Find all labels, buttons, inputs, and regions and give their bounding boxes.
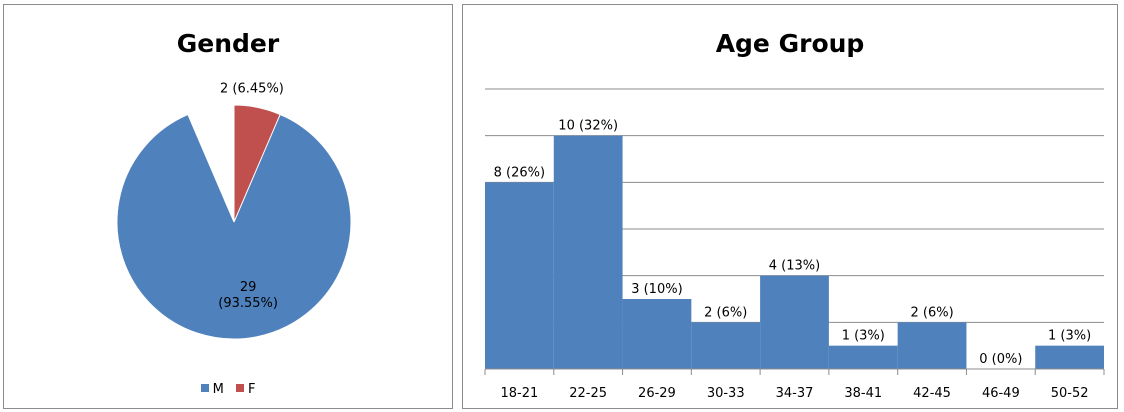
bar-data-label: 0 (0%) [979,352,1022,367]
pie-label-f: 2 (6.45%) [220,82,284,97]
legend-label-f: F [247,382,256,397]
age-group-chart-panel: Age Group 8 (26%) 18-21 10 (32%) 22-25 3 (10… [462,4,1118,409]
legend-item-m: M [200,382,224,397]
x-tick-label: 26-29 [638,386,676,401]
bar-data-label: 8 (26%) [494,165,545,180]
pie-slice-f [233,104,281,223]
age-group-chart-title: Age Group [715,29,865,58]
x-tick-label: 46-49 [982,386,1020,401]
bar-30-33 [691,322,761,369]
x-tick-label: 38-41 [844,386,882,401]
x-tick-label: 30-33 [707,386,745,401]
bar-34-37 [760,275,829,369]
bar-18-21 [485,182,554,369]
gender-chart-panel: Gender 29 (93.55%) 2 (6.45%) M F [3,4,453,409]
bar-data-label: 2 (6%) [704,305,747,320]
x-tick-label: 18-21 [500,386,538,401]
age-group-bar-chart: 8 (26%) 18-21 10 (32%) 22-25 3 (10%) 26-29 2 (… [484,88,1105,401]
x-tick-label: 34-37 [776,386,814,401]
bar-42-45 [897,322,967,369]
legend-item-f: F [235,382,256,397]
x-tick-label: 22-25 [569,386,607,401]
bar-data-label: 2 (6%) [910,305,953,320]
bar-data-label: 1 (3%) [1048,329,1091,344]
pie-label-m: 29 (93.55%) [218,280,278,311]
bar-data-label: 4 (13%) [769,259,820,274]
gender-chart-title: Gender [176,29,280,58]
x-tick-label: 42-45 [913,386,951,401]
legend-label-m: M [212,382,224,397]
x-tick-label: 50-52 [1051,386,1089,401]
bar-50-52 [1035,345,1104,369]
bar-data-label: 1 (3%) [842,329,885,344]
legend-swatch-m [200,384,209,392]
gender-pie-chart: 29 (93.55%) 2 (6.45%) [116,82,352,340]
legend-swatch-f [235,384,244,392]
bar-38-41 [828,345,898,369]
bar-22-25 [553,135,623,369]
bar-26-29 [622,299,692,369]
gender-legend: M F [4,382,452,397]
bar-data-label: 3 (10%) [631,282,682,297]
bar-data-label: 10 (32%) [558,119,618,134]
